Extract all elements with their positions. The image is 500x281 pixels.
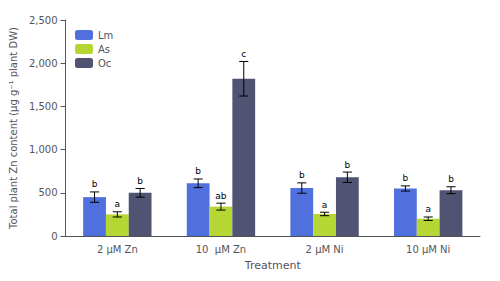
svg-text:Oc: Oc: [98, 58, 111, 69]
svg-text:2,500: 2,500: [29, 15, 58, 26]
svg-text:a: a: [322, 200, 328, 210]
svg-text:b: b: [299, 170, 305, 180]
svg-text:a: a: [425, 204, 431, 214]
svg-text:c: c: [241, 49, 246, 59]
svg-text:Lm: Lm: [98, 30, 113, 41]
svg-text:Total plant Zn content (μg g⁻¹: Total plant Zn content (μg g⁻¹ plant DW): [8, 27, 19, 230]
svg-text:0: 0: [51, 231, 57, 242]
svg-text:500: 500: [38, 187, 57, 198]
svg-text:b: b: [92, 179, 98, 189]
svg-text:10 μM Ni: 10 μM Ni: [406, 244, 450, 255]
svg-text:2 μM Ni: 2 μM Ni: [306, 244, 344, 255]
svg-text:b: b: [345, 160, 351, 170]
svg-text:b: b: [403, 173, 409, 183]
svg-text:As: As: [98, 44, 110, 55]
svg-text:b: b: [448, 174, 454, 184]
svg-text:ab: ab: [215, 191, 227, 201]
svg-text:Treatment: Treatment: [244, 259, 302, 272]
svg-text:a: a: [115, 199, 121, 209]
svg-text:1,500: 1,500: [29, 101, 58, 112]
svg-text:b: b: [195, 166, 201, 176]
svg-text:b: b: [137, 176, 143, 186]
svg-text:1,000: 1,000: [29, 144, 58, 155]
svg-text:2 μM Zn: 2 μM Zn: [97, 244, 138, 255]
svg-text:10 μM Zn: 10 μM Zn: [196, 244, 246, 255]
svg-text:2,000: 2,000: [29, 58, 58, 69]
